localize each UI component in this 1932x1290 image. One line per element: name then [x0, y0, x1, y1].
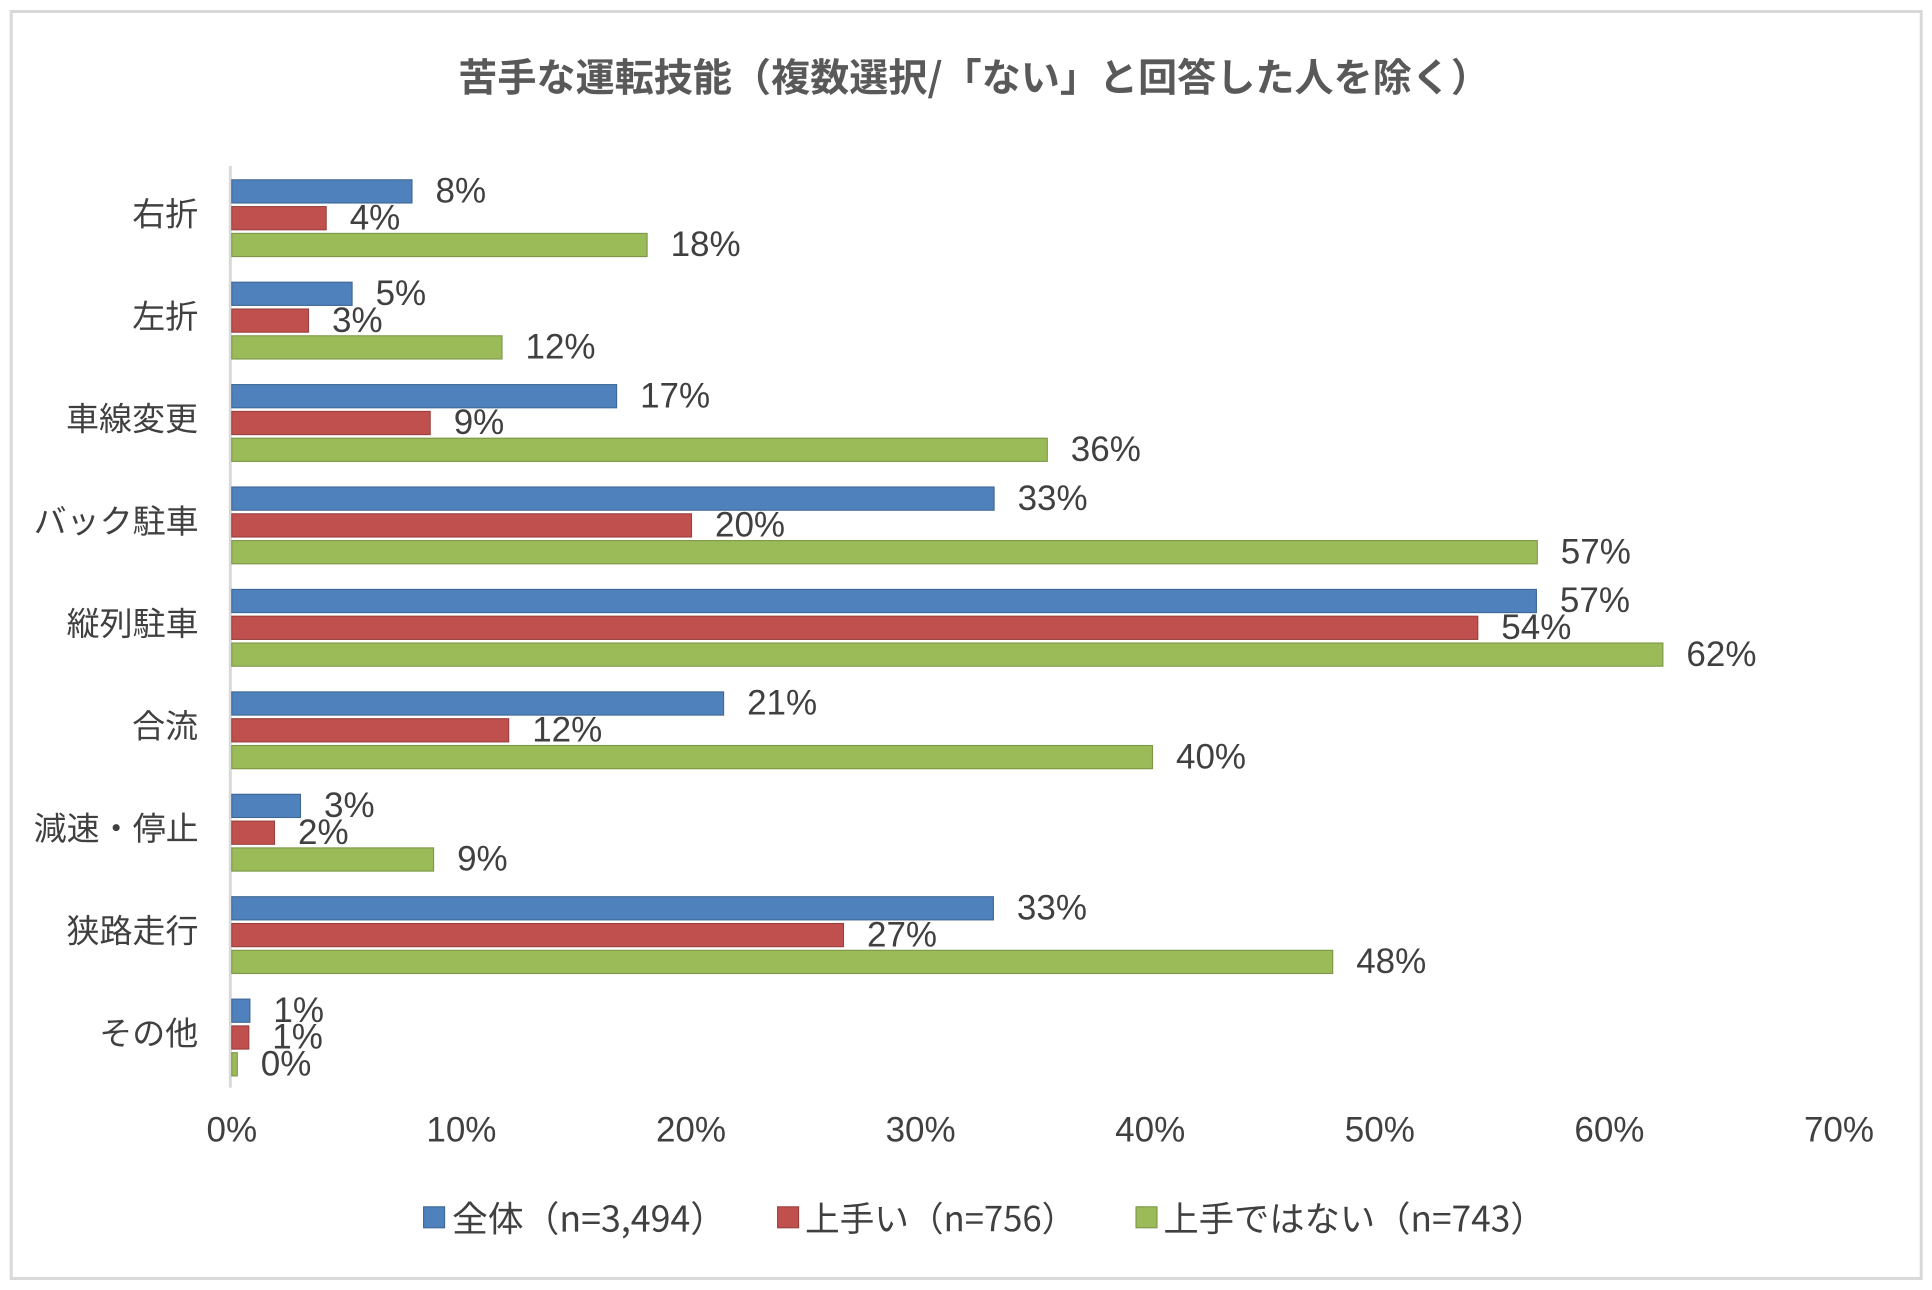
svg-text:27%: 27%	[867, 915, 937, 954]
svg-text:0%: 0%	[261, 1045, 312, 1084]
svg-text:57%: 57%	[1560, 581, 1630, 620]
svg-text:4%: 4%	[350, 198, 401, 237]
svg-text:3%: 3%	[332, 301, 383, 340]
svg-text:2%: 2%	[298, 813, 349, 852]
svg-text:57%: 57%	[1561, 532, 1631, 571]
svg-text:12%: 12%	[526, 328, 596, 367]
svg-text:0%: 0%	[207, 1111, 258, 1150]
svg-text:10%: 10%	[426, 1111, 496, 1150]
svg-text:18%: 18%	[671, 225, 741, 264]
svg-text:20%: 20%	[715, 506, 785, 545]
svg-text:60%: 60%	[1574, 1111, 1644, 1150]
svg-text:33%: 33%	[1017, 889, 1087, 928]
svg-text:9%: 9%	[454, 403, 505, 442]
svg-text:36%: 36%	[1071, 430, 1141, 469]
svg-text:48%: 48%	[1356, 942, 1426, 981]
svg-text:62%: 62%	[1686, 635, 1756, 674]
svg-text:17%: 17%	[640, 376, 710, 415]
svg-text:1%: 1%	[272, 1018, 323, 1057]
svg-text:40%: 40%	[1115, 1111, 1185, 1150]
svg-text:30%: 30%	[886, 1111, 956, 1150]
svg-text:12%: 12%	[532, 711, 602, 750]
svg-text:20%: 20%	[656, 1111, 726, 1150]
svg-text:8%: 8%	[436, 172, 487, 211]
svg-text:1%: 1%	[273, 991, 324, 1030]
svg-text:5%: 5%	[376, 274, 427, 313]
svg-text:33%: 33%	[1018, 479, 1088, 518]
svg-text:21%: 21%	[747, 684, 817, 723]
svg-text:50%: 50%	[1345, 1111, 1415, 1150]
svg-text:9%: 9%	[457, 840, 508, 879]
svg-text:40%: 40%	[1176, 737, 1246, 776]
svg-text:70%: 70%	[1804, 1111, 1874, 1150]
svg-text:3%: 3%	[324, 786, 375, 825]
svg-text:54%: 54%	[1501, 608, 1571, 647]
